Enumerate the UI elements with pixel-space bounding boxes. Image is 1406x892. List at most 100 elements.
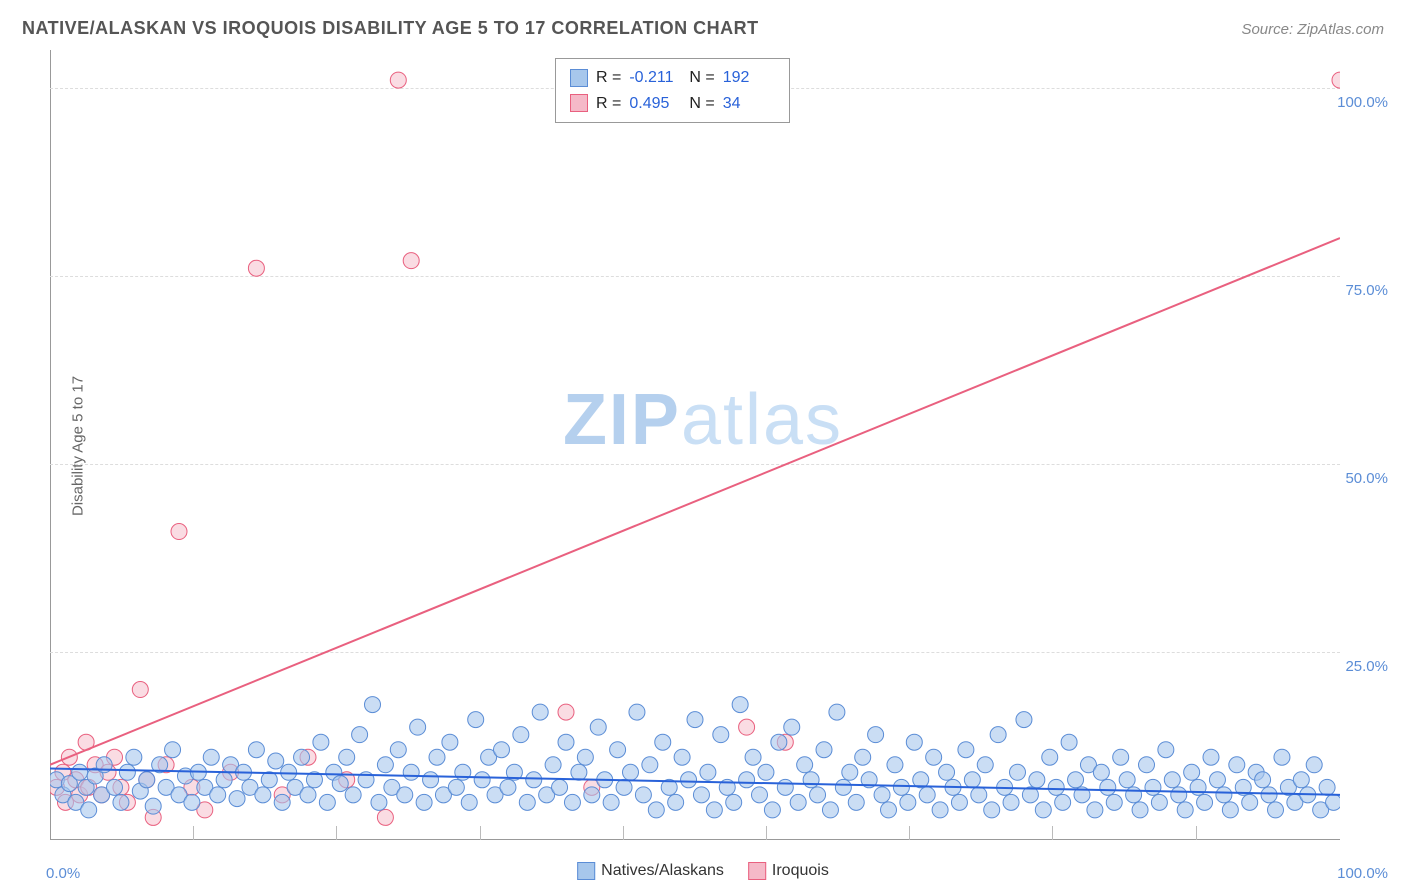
scatter-point bbox=[1029, 772, 1045, 788]
stats-row: R = 0.495 N = 34 bbox=[570, 91, 775, 117]
scatter-point bbox=[1100, 779, 1116, 795]
scatter-point bbox=[390, 72, 406, 88]
scatter-point bbox=[732, 697, 748, 713]
scatter-point bbox=[971, 787, 987, 803]
scatter-point bbox=[990, 727, 1006, 743]
scatter-point bbox=[545, 757, 561, 773]
scatter-point bbox=[868, 727, 884, 743]
scatter-point bbox=[681, 772, 697, 788]
scatter-point bbox=[1055, 794, 1071, 810]
scatter-point bbox=[1216, 787, 1232, 803]
scatter-point bbox=[165, 742, 181, 758]
scatter-point bbox=[1106, 794, 1122, 810]
scatter-point bbox=[1145, 779, 1161, 795]
scatter-point bbox=[339, 749, 355, 765]
scatter-point bbox=[184, 794, 200, 810]
scatter-point bbox=[107, 779, 123, 795]
scatter-point bbox=[1319, 779, 1335, 795]
scatter-point bbox=[1016, 712, 1032, 728]
scatter-point bbox=[1061, 734, 1077, 750]
scatter-point bbox=[248, 742, 264, 758]
scatter-point bbox=[126, 749, 142, 765]
scatter-point bbox=[1274, 749, 1290, 765]
scatter-point bbox=[668, 794, 684, 810]
scatter-point bbox=[771, 734, 787, 750]
plot-svg bbox=[50, 50, 1340, 840]
scatter-point bbox=[1151, 794, 1167, 810]
scatter-point bbox=[248, 260, 264, 276]
scatter-point bbox=[410, 719, 426, 735]
scatter-point bbox=[810, 787, 826, 803]
scatter-point bbox=[1242, 794, 1258, 810]
scatter-point bbox=[1126, 787, 1142, 803]
scatter-point bbox=[1209, 772, 1225, 788]
scatter-point bbox=[1184, 764, 1200, 780]
scatter-point bbox=[1003, 794, 1019, 810]
scatter-point bbox=[842, 764, 858, 780]
scatter-point bbox=[461, 794, 477, 810]
scatter-point bbox=[216, 772, 232, 788]
scatter-point bbox=[932, 802, 948, 818]
scatter-point bbox=[274, 794, 290, 810]
scatter-point bbox=[564, 794, 580, 810]
scatter-point bbox=[558, 734, 574, 750]
scatter-point bbox=[590, 719, 606, 735]
scatter-point bbox=[494, 742, 510, 758]
scatter-point bbox=[919, 787, 935, 803]
stats-row: R = -0.211 N = 192 bbox=[570, 65, 775, 91]
scatter-point bbox=[145, 798, 161, 814]
scatter-point bbox=[958, 742, 974, 758]
stats-n-value: 192 bbox=[723, 65, 775, 91]
scatter-point bbox=[616, 779, 632, 795]
scatter-point bbox=[397, 787, 413, 803]
scatter-point bbox=[1042, 749, 1058, 765]
scatter-point bbox=[72, 764, 88, 780]
scatter-point bbox=[951, 794, 967, 810]
scatter-point bbox=[1177, 802, 1193, 818]
scatter-point bbox=[1158, 742, 1174, 758]
scatter-point bbox=[623, 764, 639, 780]
scatter-point bbox=[629, 704, 645, 720]
scatter-point bbox=[1132, 802, 1148, 818]
scatter-point bbox=[139, 772, 155, 788]
scatter-point bbox=[203, 749, 219, 765]
scatter-point bbox=[319, 794, 335, 810]
scatter-point bbox=[552, 779, 568, 795]
scatter-point bbox=[816, 742, 832, 758]
scatter-point bbox=[371, 794, 387, 810]
scatter-point bbox=[500, 779, 516, 795]
legend-item-natives: Natives/Alaskans bbox=[577, 862, 724, 880]
scatter-point bbox=[448, 779, 464, 795]
scatter-point bbox=[1222, 802, 1238, 818]
legend-label: Natives/Alaskans bbox=[601, 862, 724, 880]
scatter-point bbox=[171, 524, 187, 540]
scatter-point bbox=[900, 794, 916, 810]
scatter-point bbox=[423, 772, 439, 788]
scatter-point bbox=[835, 779, 851, 795]
scatter-point bbox=[893, 779, 909, 795]
scatter-point bbox=[764, 802, 780, 818]
scatter-point bbox=[1229, 757, 1245, 773]
scatter-point bbox=[377, 757, 393, 773]
scatter-point bbox=[777, 779, 793, 795]
scatter-point bbox=[1306, 757, 1322, 773]
scatter-point bbox=[1113, 749, 1129, 765]
scatter-point bbox=[745, 749, 761, 765]
scatter-point bbox=[848, 794, 864, 810]
scatter-point bbox=[642, 757, 658, 773]
scatter-point bbox=[255, 787, 271, 803]
scatter-point bbox=[345, 787, 361, 803]
stats-box: R = -0.211 N = 192 R = 0.495 N = 34 bbox=[555, 58, 790, 123]
scatter-point bbox=[829, 704, 845, 720]
ytick-label: 50.0% bbox=[1345, 470, 1388, 487]
scatter-point bbox=[655, 734, 671, 750]
legend-swatch-natives bbox=[577, 862, 595, 880]
scatter-point bbox=[442, 734, 458, 750]
scatter-point bbox=[1332, 72, 1340, 88]
scatter-point bbox=[571, 764, 587, 780]
scatter-point bbox=[132, 682, 148, 698]
scatter-point bbox=[1268, 802, 1284, 818]
scatter-point bbox=[1255, 772, 1271, 788]
scatter-point bbox=[81, 802, 97, 818]
scatter-point bbox=[1164, 772, 1180, 788]
